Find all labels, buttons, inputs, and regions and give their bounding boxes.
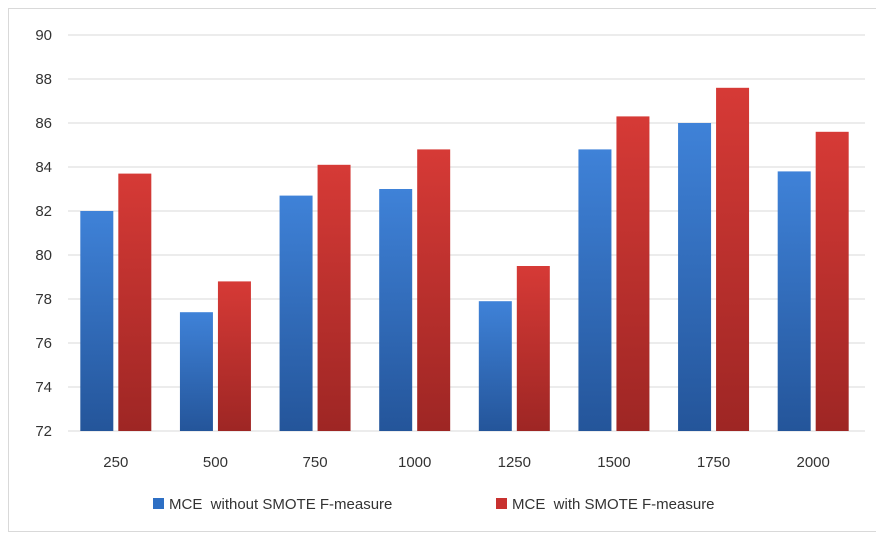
legend-label-without-smote: MCE without SMOTE F-measure xyxy=(169,496,392,513)
y-tick-label: 88 xyxy=(35,71,52,88)
bar-with-smote-250 xyxy=(118,173,152,431)
bar-without-smote-1500 xyxy=(578,149,612,431)
bar-with-smote-1250 xyxy=(516,266,550,431)
y-tick-label: 78 xyxy=(35,291,52,308)
legend: MCE without SMOTE F-measure MCE with SMOT… xyxy=(153,496,715,513)
y-tick-label: 90 xyxy=(35,27,52,44)
bar-without-smote-500 xyxy=(179,312,213,431)
bar-with-smote-1750 xyxy=(716,87,750,432)
y-tick-label: 84 xyxy=(35,159,52,176)
bar-without-smote-750 xyxy=(279,195,313,431)
x-tick-label: 250 xyxy=(103,454,128,471)
x-tick-label: 2000 xyxy=(797,454,830,471)
x-axis-tick-labels: 250 500 750 1000 1250 1500 1750 2000 xyxy=(103,454,830,471)
bar-without-smote-1000 xyxy=(379,189,413,431)
y-axis-tick-labels: 72 74 76 78 80 82 84 86 88 90 xyxy=(35,27,52,440)
bar-without-smote-2000 xyxy=(777,171,811,431)
y-tick-label: 76 xyxy=(35,335,52,352)
x-tick-label: 750 xyxy=(303,454,328,471)
bars xyxy=(80,87,849,432)
bar-without-smote-250 xyxy=(80,211,114,431)
y-tick-label: 74 xyxy=(35,379,52,396)
x-tick-label: 1500 xyxy=(597,454,630,471)
y-tick-label: 72 xyxy=(35,423,52,440)
bar-with-smote-2000 xyxy=(815,131,849,432)
legend-swatch-with-smote xyxy=(496,498,507,509)
x-tick-label: 1750 xyxy=(697,454,730,471)
legend-label-with-smote: MCE with SMOTE F-measure xyxy=(512,496,715,513)
bar-with-smote-1500 xyxy=(616,116,650,432)
bar-with-smote-500 xyxy=(217,281,251,431)
bar-without-smote-1250 xyxy=(478,301,512,431)
bar-with-smote-750 xyxy=(317,164,351,432)
bar-without-smote-1750 xyxy=(678,123,712,431)
y-tick-label: 80 xyxy=(35,247,52,264)
x-tick-label: 1000 xyxy=(398,454,431,471)
y-tick-label: 86 xyxy=(35,115,52,132)
bar-with-smote-1000 xyxy=(417,149,451,431)
chart-frame xyxy=(8,8,876,532)
x-tick-label: 1250 xyxy=(498,454,531,471)
y-tick-label: 82 xyxy=(35,203,52,220)
x-tick-label: 500 xyxy=(203,454,228,471)
legend-swatch-without-smote xyxy=(153,498,164,509)
